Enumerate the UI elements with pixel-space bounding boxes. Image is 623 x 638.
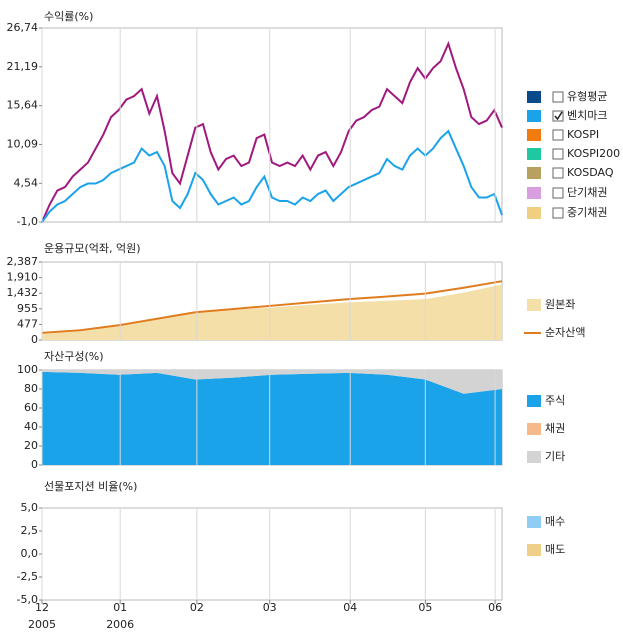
panel-title: 수익률(%) (44, 10, 93, 23)
legend-label: KOSPI200 (567, 147, 620, 160)
legend-label: 기타 (545, 450, 565, 463)
legend-label: 단기채권 (567, 186, 607, 199)
x-tick-label: 03 (263, 601, 277, 614)
y-tick-label: -1,0 (17, 215, 38, 228)
legend-swatch (527, 148, 541, 160)
panel-title: 선물포지션 비율(%) (44, 480, 137, 493)
checkbox[interactable] (552, 207, 564, 219)
legend-swatch (527, 110, 541, 122)
plot-area (41, 27, 503, 223)
legend-swatch (527, 544, 541, 556)
legend-label: 매도 (545, 543, 565, 556)
panel-title: 운용규모(억좌, 억원) (44, 242, 141, 255)
legend-label: 채권 (545, 422, 565, 435)
legend-label: 유형평균 (567, 90, 607, 103)
plot-area (41, 507, 503, 601)
y-tick-label: 26,74 (7, 21, 39, 34)
legend-swatch (527, 187, 541, 199)
legend-swatch (527, 516, 541, 528)
checkbox[interactable] (552, 129, 564, 141)
checkbox[interactable] (552, 148, 564, 160)
legend-swatch (527, 451, 541, 463)
y-tick-label: 100 (17, 363, 38, 376)
legend-swatch (527, 395, 541, 407)
checkmark (554, 111, 563, 121)
legend-swatch (527, 207, 541, 219)
y-tick-label: 20 (24, 439, 38, 452)
y-tick-label: 60 (24, 401, 38, 414)
y-tick-label: 0 (31, 333, 38, 346)
checkbox[interactable] (552, 91, 564, 103)
checkbox[interactable] (552, 110, 564, 122)
legend-swatch (527, 167, 541, 179)
checkbox[interactable] (552, 167, 564, 179)
y-tick-label: 40 (24, 420, 38, 433)
y-tick-label: 80 (24, 382, 38, 395)
y-tick-label: 2,387 (7, 255, 39, 268)
checkbox[interactable] (552, 187, 564, 199)
x-tick-label: 02 (190, 601, 204, 614)
legend-swatch (527, 129, 541, 141)
legend-label: 매수 (545, 515, 565, 528)
y-tick-label: 477 (17, 317, 38, 330)
x-tick-label: 01 (113, 601, 127, 614)
x-tick-label: 05 (418, 601, 432, 614)
x-year-label: 2005 (28, 618, 56, 631)
y-tick-label: 21,19 (7, 60, 39, 73)
y-tick-label: 4,54 (14, 176, 39, 189)
legend-swatch (527, 299, 541, 311)
y-tick-label: 0,0 (21, 547, 39, 560)
legend-label: KOSDAQ (567, 166, 614, 179)
area (42, 284, 502, 340)
y-tick-label: -5,0 (17, 593, 38, 606)
y-tick-label: 2,5 (21, 524, 39, 537)
y-tick-label: 5,0 (21, 501, 39, 514)
stacked-area (42, 371, 502, 465)
y-tick-label: 15,64 (7, 99, 39, 112)
panel-title: 자산구성(%) (44, 350, 104, 363)
x-tick-label: 06 (488, 601, 502, 614)
y-tick-label: 10,09 (7, 137, 39, 150)
legend-label: 원본좌 (545, 298, 575, 311)
y-tick-label: 1,910 (7, 271, 39, 284)
legend-label: 주식 (545, 394, 565, 407)
legend-swatch (527, 423, 541, 435)
y-tick-label: 955 (17, 302, 38, 315)
y-tick-label: 1,432 (7, 286, 39, 299)
y-tick-label: -2,5 (17, 570, 38, 583)
legend-label: KOSPI (567, 128, 599, 141)
legend-swatch (527, 91, 541, 103)
legend-label: 중기채권 (567, 206, 607, 219)
x-year-label: 2006 (106, 618, 134, 631)
legend-label: 벤치마크 (567, 109, 607, 122)
x-tick-label: 12 (35, 601, 49, 614)
y-tick-label: 0 (31, 458, 38, 471)
legend-label: 순자산액 (545, 326, 585, 339)
x-tick-label: 04 (343, 601, 357, 614)
stacked-area (42, 370, 502, 394)
